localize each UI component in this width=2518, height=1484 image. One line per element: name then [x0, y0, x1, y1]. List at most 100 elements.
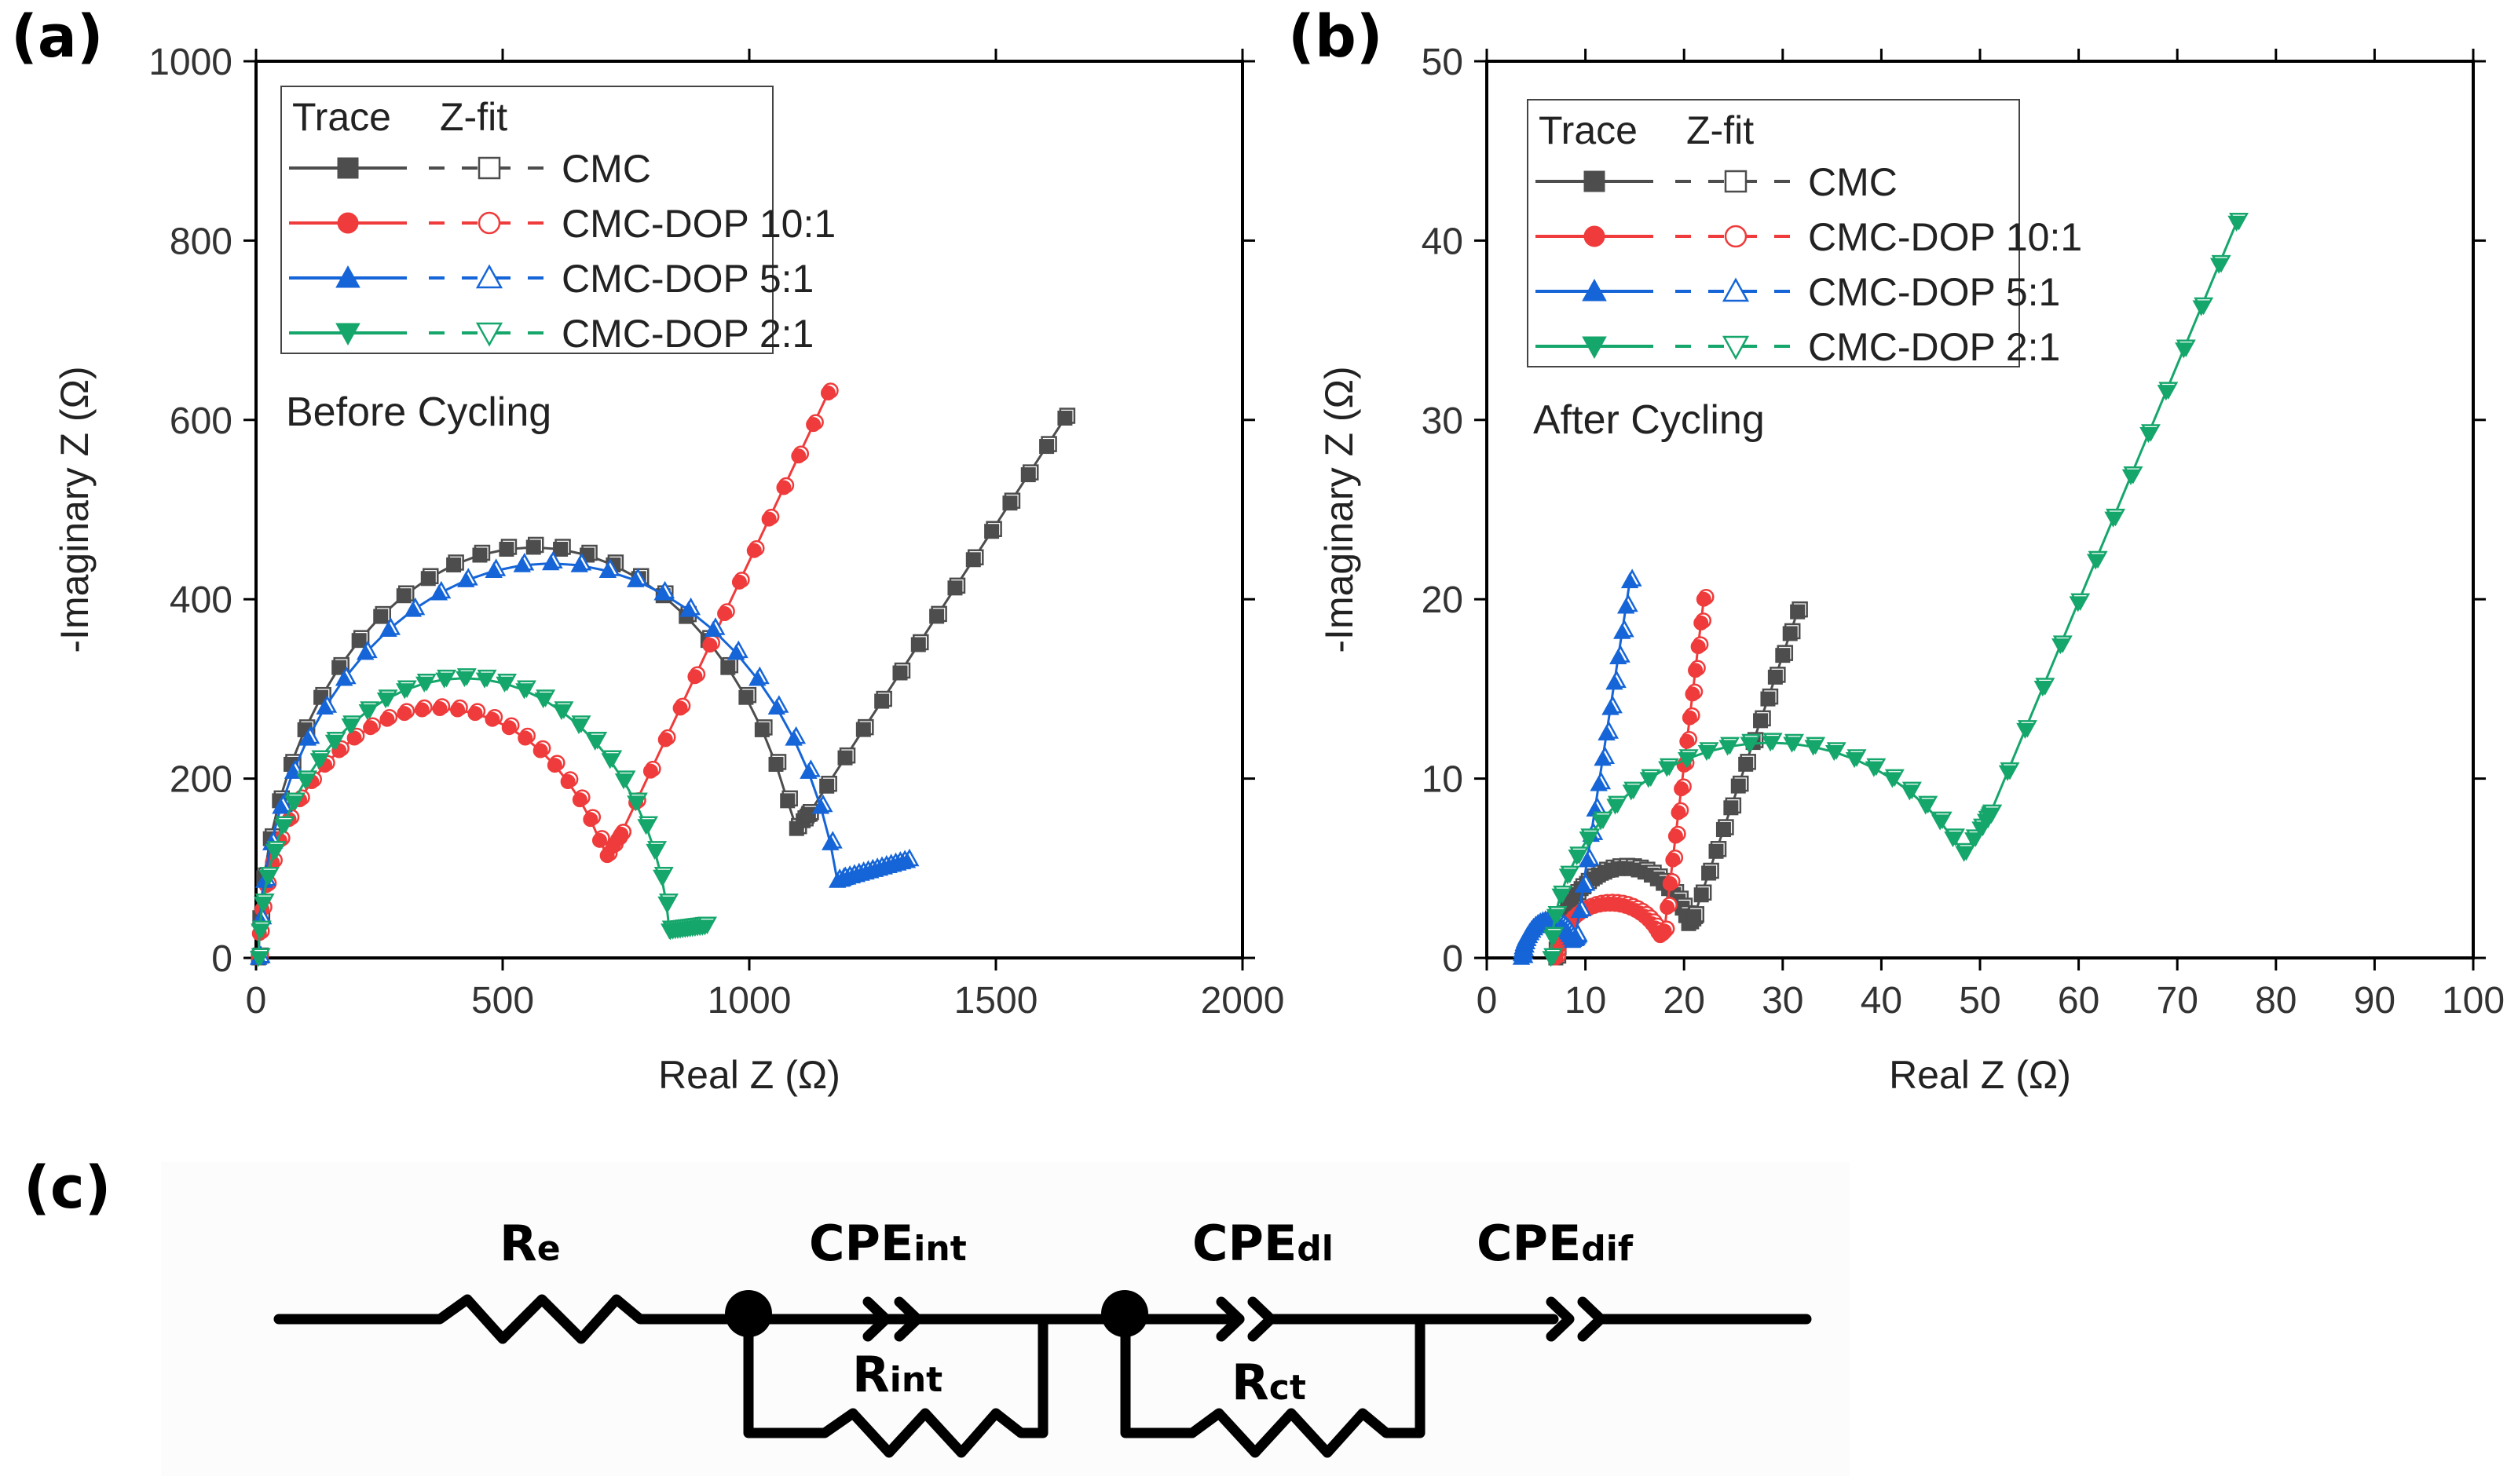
data-point: [1761, 736, 1780, 752]
data-point: [346, 730, 362, 746]
data-point: [1696, 591, 1711, 607]
legend-label: CMC-DOP 10:1: [562, 202, 836, 246]
data-point: [1685, 686, 1700, 702]
data-point: [1039, 439, 1055, 455]
data-point: [672, 700, 688, 716]
data-point: [642, 763, 658, 779]
legend-entry: CMC-DOP 10:1: [1535, 215, 2082, 259]
data-point: [586, 734, 604, 751]
equivalent-circuit: Re CPEint Rint CPEdl Rct CPEdif: [161, 1162, 1850, 1476]
data-point: [1686, 908, 1702, 924]
data-point: [754, 722, 770, 737]
data-point: [1701, 865, 1717, 881]
x-tick-label: 30: [1762, 980, 1803, 1022]
data-point: [397, 706, 412, 722]
data-point: [1693, 887, 1709, 903]
legend-entry: CMC: [289, 147, 651, 191]
x-tick-label: 20: [1663, 980, 1705, 1022]
data-point: [1551, 888, 1569, 905]
legend-marker-fit: [1724, 225, 1748, 248]
label-cpe-int: CPEint: [809, 1215, 967, 1272]
data-point: [785, 729, 803, 746]
y-tick-label: 0: [1442, 938, 1463, 980]
data-point: [2157, 385, 2176, 401]
data-point: [720, 660, 736, 675]
data-point: [533, 743, 548, 758]
legend-box: [280, 86, 774, 354]
y-tick-label: 10: [1422, 759, 1463, 801]
data-point: [1740, 737, 1758, 753]
annotation-before-cycling: Before Cycling: [286, 389, 551, 435]
data-point: [457, 571, 475, 587]
data-point: [768, 756, 784, 772]
legend-trace-header: Trace: [292, 95, 391, 139]
data-point: [456, 671, 474, 688]
y-axis-label: -Imaginary Z (Ω): [1317, 366, 1361, 652]
x-tick-label: 70: [2157, 980, 2198, 1022]
data-point: [547, 758, 562, 773]
data-point: [2069, 596, 2087, 612]
data-point: [1845, 752, 1864, 769]
data-point: [379, 620, 397, 637]
legend-entry: CMC-DOP 5:1: [1535, 270, 2060, 314]
x-axis-label: Real Z (Ω): [658, 1053, 840, 1097]
data-point: [534, 693, 552, 709]
data-point: [1570, 901, 1589, 919]
data-point: [1688, 663, 1704, 678]
data-point: [358, 704, 376, 721]
data-point: [2051, 638, 2070, 655]
data-point: [687, 669, 703, 685]
data-point: [1658, 761, 1676, 777]
legend-marker-trace: [1583, 225, 1605, 247]
data-point: [553, 541, 569, 557]
data-point: [1981, 807, 1999, 824]
data-point: [1656, 923, 1672, 939]
label-cpe-dl: CPEdl: [1192, 1215, 1334, 1272]
data-point: [929, 609, 945, 624]
data-point: [1057, 411, 1073, 426]
legend-box: [1527, 99, 2020, 367]
data-point: [552, 704, 571, 721]
data-point: [1622, 784, 1641, 801]
data-point: [1605, 674, 1623, 690]
data-point: [646, 843, 664, 861]
data-point: [499, 541, 514, 557]
legend-marker-fit: [1722, 277, 1750, 302]
data-point: [404, 601, 423, 617]
legend-label: CMC: [1808, 160, 1898, 204]
data-point: [1901, 784, 1919, 801]
data-point: [806, 417, 822, 433]
x-tick-label: 80: [2255, 980, 2297, 1022]
data-point: [767, 698, 786, 715]
legend-entry: CMC: [1535, 160, 1898, 204]
data-point: [1690, 639, 1706, 655]
y-tick-label: 20: [1422, 579, 1463, 621]
data-point: [251, 923, 269, 940]
data-point: [341, 718, 359, 735]
data-point: [601, 753, 619, 769]
x-axis-label: Real Z (Ω): [1889, 1053, 2071, 1097]
data-point: [1591, 814, 1610, 831]
data-point: [1568, 850, 1586, 866]
data-point: [2209, 258, 2228, 274]
y-tick-label: 400: [170, 579, 232, 621]
legend-marker-trace: [335, 265, 360, 288]
data-point: [1606, 799, 1624, 815]
data-point: [1998, 765, 2017, 781]
y-tick-label: 1000: [148, 42, 232, 83]
data-point: [947, 580, 963, 596]
data-point: [1616, 598, 1635, 614]
data-point: [1883, 772, 1901, 788]
legend-marker-trace: [1582, 336, 1607, 359]
legend-rows: CMC CMC-DOP 10:1 CMC-DOP 5:1 CMC-DOP 2:1: [1535, 160, 2082, 369]
data-point: [822, 834, 840, 850]
data-point: [1775, 648, 1791, 663]
data-point: [1790, 604, 1806, 620]
data-point: [657, 896, 675, 912]
data-point: [475, 672, 494, 689]
data-point: [1546, 908, 1565, 925]
y-tick-label: 30: [1422, 400, 1463, 442]
data-point: [653, 584, 672, 601]
data-point: [2033, 680, 2052, 697]
